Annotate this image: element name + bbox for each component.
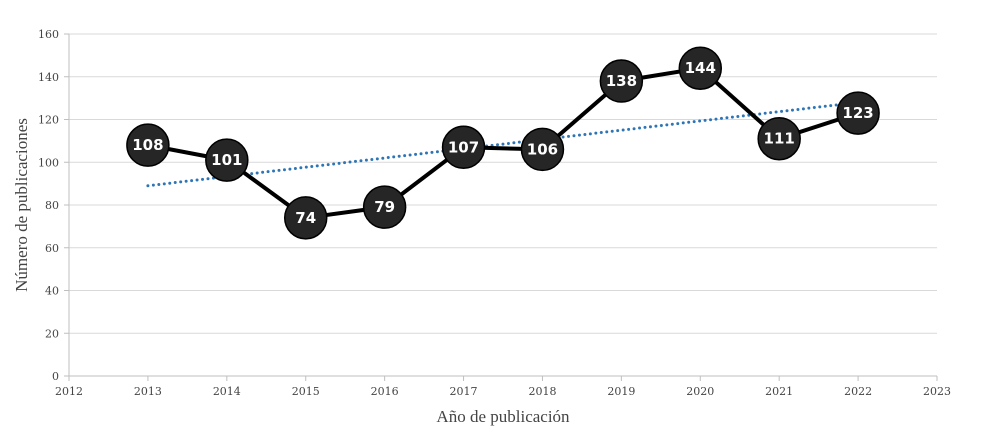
data-label: 74 (295, 209, 316, 227)
data-point-marker (757, 116, 801, 161)
x-tick-label: 2019 (607, 385, 635, 398)
y-tick-label: 120 (38, 114, 59, 127)
data-label: 123 (842, 104, 873, 122)
data-label: 101 (211, 151, 242, 169)
data-point-marker (362, 185, 407, 229)
series-line-group (147, 66, 859, 220)
data-label: 79 (374, 198, 395, 216)
data-point-marker (520, 127, 565, 172)
trendline-group (146, 100, 860, 188)
x-tick-label: 2020 (686, 385, 714, 398)
x-axis-title: Año de publicación (436, 407, 570, 426)
x-tick-label: 2012 (55, 385, 83, 398)
y-tick-label: 160 (38, 28, 59, 41)
y-tick-label: 140 (38, 71, 59, 84)
y-tick-label: 40 (45, 285, 59, 298)
x-tick-label: 2018 (528, 385, 556, 398)
x-tick-label: 2023 (923, 385, 951, 398)
y-tick-label: 20 (45, 327, 59, 340)
data-label: 144 (685, 59, 716, 77)
gridlines (69, 33, 937, 334)
data-label: 107 (448, 138, 479, 156)
data-point-marker (836, 91, 880, 135)
data-label: 106 (527, 140, 558, 158)
data-label: 111 (764, 130, 795, 148)
series-line (147, 66, 859, 220)
y-axis-title: Número de publicaciones (12, 118, 31, 292)
x-axis-ticks: 2012 2013 2014 2015 2016 2017 2018 2019 2020 2021… (55, 376, 951, 398)
data-point-marker (678, 46, 723, 90)
y-tick-label: 100 (38, 156, 59, 169)
markers-group: 108 101 74 79 107 106 138 144 111 123 (126, 46, 880, 240)
x-tick-label: 2013 (134, 385, 162, 398)
data-point-marker (283, 196, 328, 240)
x-tick-label: 2014 (213, 385, 241, 398)
data-point-marker (441, 125, 486, 170)
x-tick-label: 2022 (844, 385, 872, 398)
x-tick-label: 2016 (371, 385, 399, 398)
data-point-marker (599, 59, 644, 103)
x-tick-label: 2021 (765, 385, 793, 398)
y-tick-label: 80 (45, 199, 59, 212)
y-tick-label: 60 (45, 242, 59, 255)
data-point-marker (205, 138, 249, 182)
data-label: 138 (606, 72, 637, 90)
y-tick-label: 0 (52, 370, 59, 383)
x-tick-label: 2017 (450, 385, 478, 398)
data-label: 108 (132, 136, 163, 154)
data-point-marker (126, 123, 170, 167)
trendline (146, 100, 860, 188)
x-tick-label: 2015 (292, 385, 320, 398)
y-axis-ticks: 0 20 40 60 80 100 120 140 160 (38, 28, 69, 383)
